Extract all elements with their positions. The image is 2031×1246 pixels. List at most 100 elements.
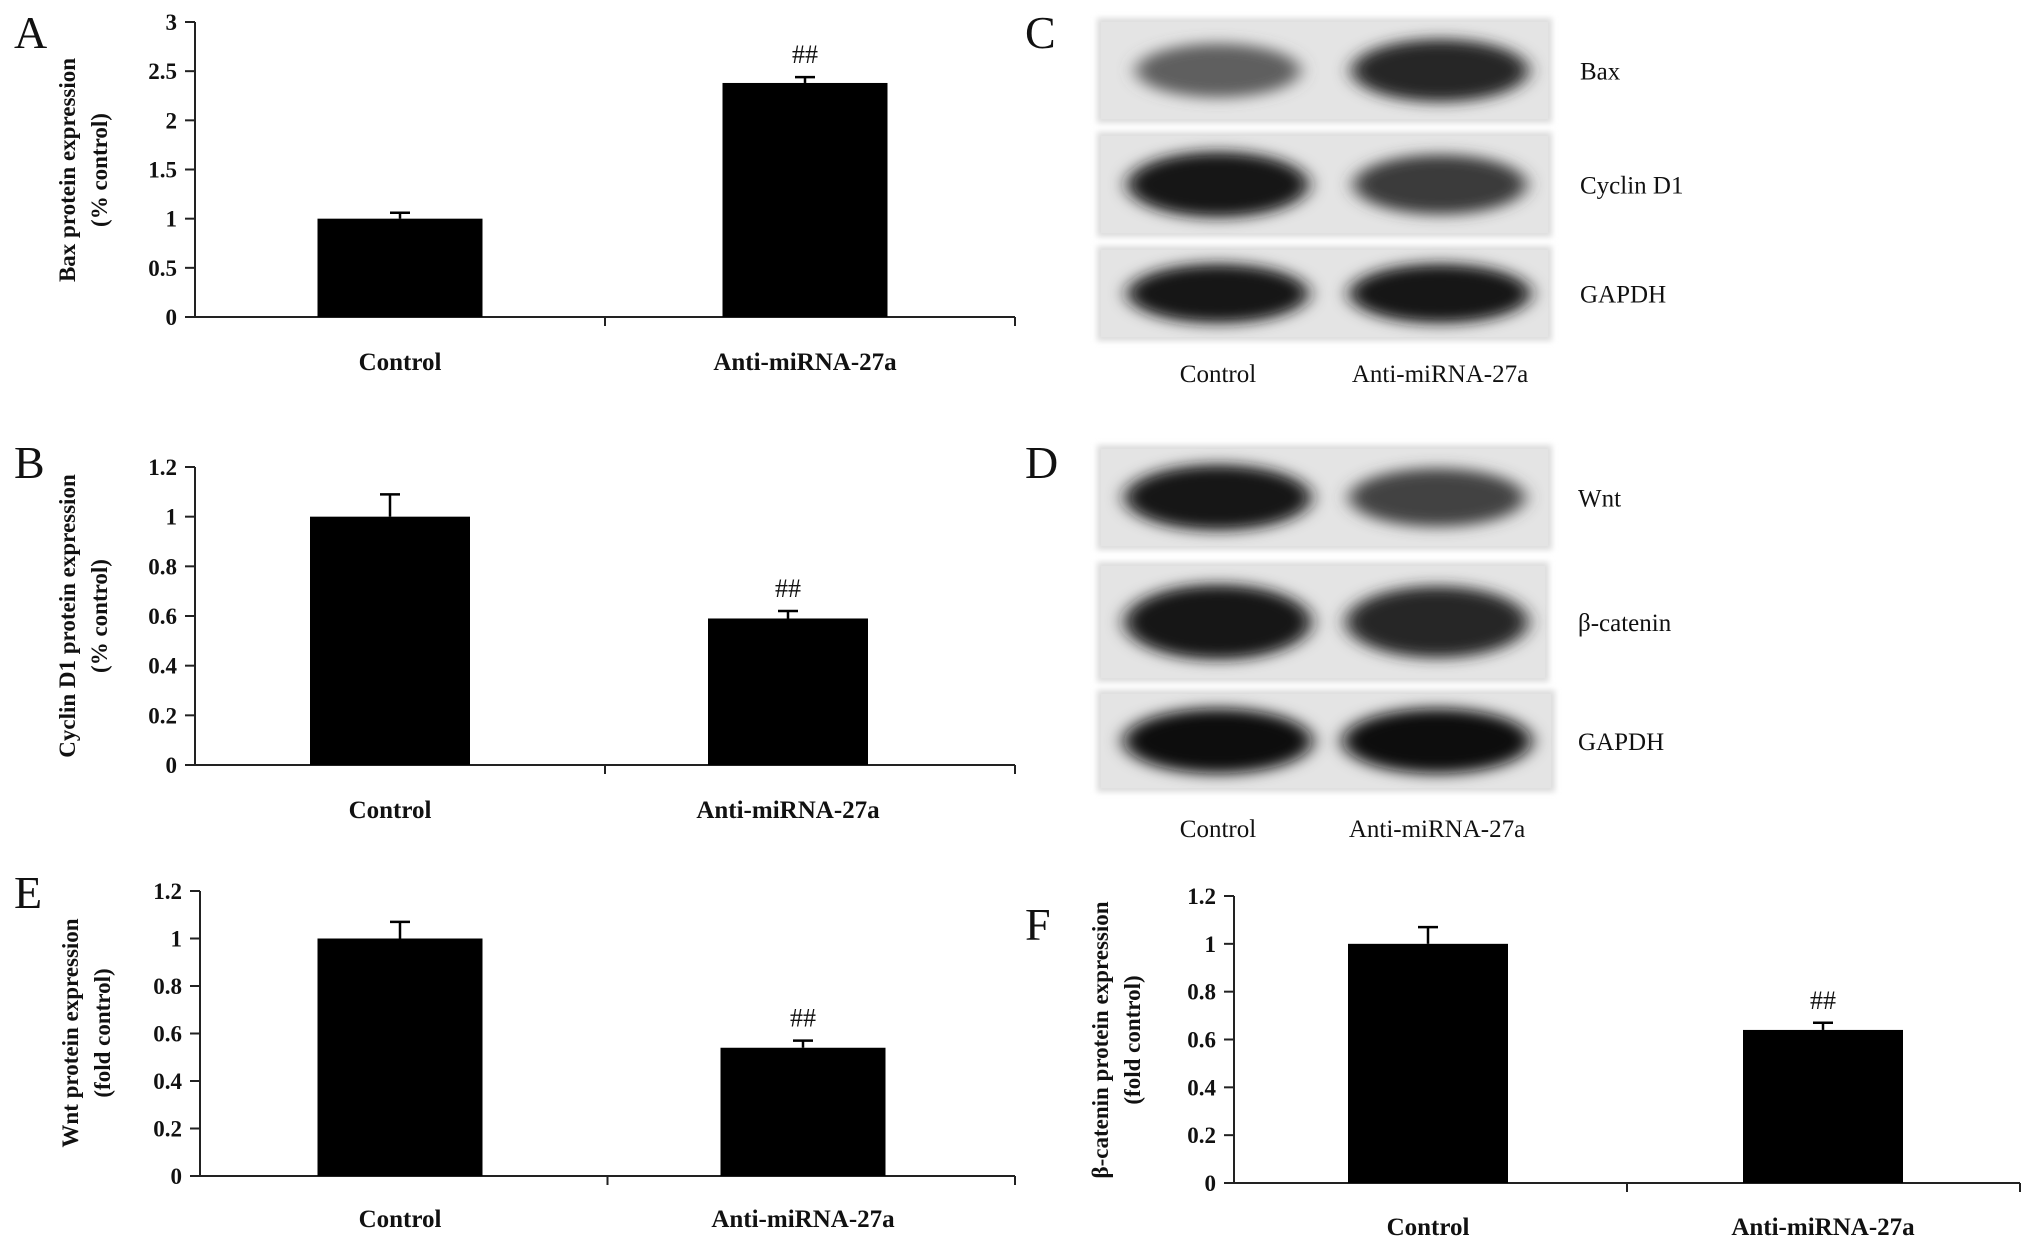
bar <box>722 82 888 317</box>
y-axis-label-line: (% control) <box>87 113 112 227</box>
y-tick-label: 1.2 <box>153 879 182 904</box>
chart-a-bax: 0 0.5 1 1.5 2 2.5 3 Control ## Anti-miRNA-27a Bax … <box>55 10 1016 376</box>
blot-lane-label: Control <box>1180 361 1256 388</box>
bar <box>1743 1029 1903 1183</box>
blot-band-label: Cyclin D1 <box>1580 173 1683 200</box>
significance-label: ## <box>775 574 801 603</box>
y-tick-label: 0.4 <box>148 654 177 679</box>
blot-band <box>1127 263 1309 324</box>
y-tick-label: 0.4 <box>1187 1075 1216 1100</box>
chart-b-cyclin-d1: 0 0.2 0.4 0.6 0.8 1 1.2 Control ## Anti-miRNA-27a… <box>55 455 1016 824</box>
y-axis-label-line: (fold control) <box>90 968 115 1097</box>
y-tick-label: 0.6 <box>1187 1028 1216 1053</box>
y-tick-label: 0.4 <box>153 1069 182 1094</box>
y-tick-label: 0.6 <box>148 604 177 629</box>
blot-strip <box>1097 445 1552 550</box>
y-axis-label-line: Bax protein expression <box>55 58 80 282</box>
y-tick-label: 1 <box>166 505 178 530</box>
y-tick-label: 0.2 <box>153 1117 182 1142</box>
category-label: Anti-miRNA-27a <box>711 1206 895 1233</box>
y-tick-label: 1.2 <box>1187 884 1216 909</box>
blot-band <box>1124 464 1312 531</box>
blot-lane-label: Control <box>1180 816 1256 843</box>
panel-letter-f: F <box>1025 899 1051 950</box>
significance-label: ## <box>1810 986 1836 1015</box>
y-axis-label: Cyclin D1 protein expression (% control) <box>55 474 112 758</box>
significance-label: ## <box>792 40 818 69</box>
category-label: Anti-miRNA-27a <box>696 797 880 824</box>
y-axis-label-line: Cyclin D1 protein expression <box>55 474 80 758</box>
blot-band <box>1127 151 1309 218</box>
y-tick-label: 0.5 <box>148 256 177 281</box>
blot-band <box>1345 586 1529 658</box>
bar <box>720 1047 886 1176</box>
blot-band <box>1123 708 1313 774</box>
y-tick-label: 0 <box>171 1164 183 1189</box>
y-tick-label: 0.8 <box>153 974 182 999</box>
blot-band <box>1349 263 1531 324</box>
blot-band-label: GAPDH <box>1580 282 1666 309</box>
panel-letter-b: B <box>14 437 45 488</box>
y-axis-label: Bax protein expression (% control) <box>55 58 112 282</box>
blot-strip <box>1097 18 1552 123</box>
y-axis-label: Wnt protein expression (fold control) <box>58 918 115 1147</box>
bar <box>310 516 470 765</box>
blot-strip <box>1097 246 1552 341</box>
chart-f-beta-catenin: 0 0.2 0.4 0.6 0.8 1 1.2 Control ## Anti-miRNA-27a… <box>1088 884 2021 1241</box>
y-tick-label: 1 <box>166 207 178 232</box>
y-tick-label: 0 <box>166 753 178 778</box>
blot-strip <box>1097 132 1552 237</box>
significance-label: ## <box>790 1004 816 1033</box>
blot-lane-label: Anti-miRNA-27a <box>1349 816 1525 843</box>
y-tick-label: 1.2 <box>148 455 177 480</box>
y-axis-label-line: (% control) <box>87 559 112 673</box>
y-tick-label: 0.8 <box>148 554 177 579</box>
category-label: Control <box>1387 1214 1470 1241</box>
y-axis-label-line: β-catenin protein expression <box>1088 901 1113 1178</box>
bar <box>708 618 868 765</box>
blot-band-label: Wnt <box>1578 486 1621 513</box>
y-tick-label: 0.2 <box>148 703 177 728</box>
blot-band-label: β-catenin <box>1578 610 1672 637</box>
y-tick-label: 0 <box>166 305 178 330</box>
panel-letter-e: E <box>14 867 42 918</box>
y-axis-label-line: Wnt protein expression <box>58 918 83 1147</box>
blot-band <box>1124 584 1312 660</box>
bar <box>317 218 483 317</box>
y-tick-label: 1 <box>1205 932 1217 957</box>
y-axis-label: β-catenin protein expression (fold contro… <box>1088 901 1145 1178</box>
y-tick-label: 0 <box>1205 1171 1217 1196</box>
y-tick-label: 2 <box>166 108 178 133</box>
y-tick-label: 0.6 <box>153 1022 182 1047</box>
y-tick-label: 2.5 <box>148 59 177 84</box>
blot-band <box>1342 708 1532 774</box>
category-label: Anti-miRNA-27a <box>1731 1214 1915 1241</box>
category-label: Control <box>349 797 432 824</box>
blot-band <box>1353 154 1527 215</box>
blot-band-label: Bax <box>1580 59 1621 86</box>
bar <box>317 938 483 1176</box>
blot-strip <box>1097 562 1549 682</box>
y-axis-label-line: (fold control) <box>1120 975 1145 1104</box>
category-label: Anti-miRNA-27a <box>713 349 897 376</box>
panel-letter-c: C <box>1025 7 1056 58</box>
bar <box>1348 943 1508 1183</box>
blot-band <box>1349 468 1525 527</box>
panel-letter-a: A <box>14 7 47 58</box>
blot-strip <box>1097 690 1555 792</box>
blot-d: Wnt β-catenin GAPDH Control Anti-miRNA-27a <box>1097 445 1672 843</box>
blot-c: Bax Cyclin D1 GAPDH Control Anti-miRNA-27a <box>1097 18 1683 388</box>
category-label: Control <box>359 349 442 376</box>
y-tick-label: 1 <box>171 927 183 952</box>
y-tick-label: 3 <box>166 10 178 35</box>
chart-e-wnt: 0 0.2 0.4 0.6 0.8 1 1.2 Control ## Anti-miRNA-27a… <box>58 879 1016 1233</box>
blot-lane-label: Anti-miRNA-27a <box>1352 361 1528 388</box>
panel-letter-d: D <box>1025 437 1058 488</box>
y-tick-label: 0.8 <box>1187 980 1216 1005</box>
blot-band <box>1351 39 1529 102</box>
blot-band <box>1135 43 1301 98</box>
blot-band-label: GAPDH <box>1578 729 1664 756</box>
y-tick-label: 1.5 <box>148 158 177 183</box>
category-label: Control <box>359 1206 442 1233</box>
